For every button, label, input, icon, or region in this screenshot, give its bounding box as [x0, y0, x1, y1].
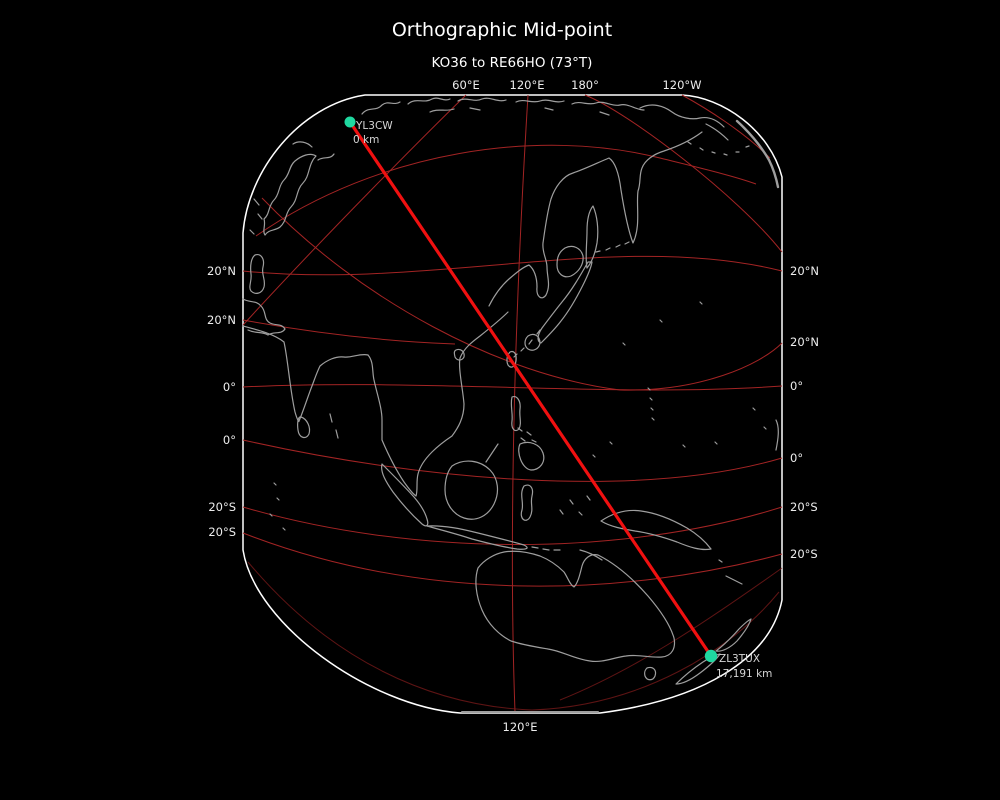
- tick-right-20S-b: 20°S: [790, 547, 818, 561]
- great-circle-line: [348, 120, 713, 658]
- station-labels: YL3CW 0 km ZL3TUX 17,191 km: [353, 120, 772, 680]
- graticule: [242, 94, 783, 713]
- tick-left-20N-a: 20°N: [207, 264, 236, 278]
- meridian-120W: [681, 94, 771, 159]
- parallel-20S-b: [242, 532, 783, 587]
- parallel-60N: [255, 144, 757, 237]
- coastline-new-zealand: [675, 559, 752, 685]
- gridline-labels-top: 60°E 120°E 180° 120°W: [452, 78, 701, 92]
- coastline-taiwan-hainan: [453, 348, 517, 368]
- gridline-labels-right: 20°N 20°N 0° 0° 20°S 20°S: [790, 264, 819, 561]
- coastline-philippines: [485, 396, 545, 471]
- coastlines: [242, 97, 780, 713]
- start-distance-label: 0 km: [353, 134, 379, 146]
- tick-right-20S-a: 20°S: [790, 500, 818, 514]
- coastline-pacific-islands: [592, 301, 779, 458]
- meridian-60E: [242, 94, 467, 326]
- coastline-sulawesi: [520, 484, 534, 521]
- graticule-limb: [247, 561, 783, 711]
- tick-left-0-b: 0°: [223, 433, 236, 447]
- map-boundary: [242, 94, 783, 714]
- parallel-0-b: [242, 439, 783, 482]
- meridian-180: [584, 94, 783, 253]
- coastline-new-guinea: [600, 509, 712, 551]
- tick-left-20S-b: 20°S: [208, 525, 236, 539]
- tick-bottom-120E: 120°E: [503, 720, 538, 734]
- tick-right-0-a: 0°: [790, 379, 803, 393]
- tick-top-180: 180°: [571, 78, 599, 92]
- parallel-20S-a: [242, 506, 783, 545]
- coastline-scandinavia: [249, 141, 335, 236]
- end-callsign-label: ZL3TUX: [719, 653, 760, 665]
- parallel-20N-b: [261, 197, 783, 391]
- coastline-sakhalin: [585, 205, 599, 269]
- map-subtitle: KO36 to RE66HO (73°T): [432, 55, 593, 71]
- coastline-borneo: [444, 460, 499, 520]
- coastline-china-korea: [488, 131, 703, 307]
- tick-right-0-b: 0°: [790, 451, 803, 465]
- tick-right-20N-b: 20°N: [790, 335, 819, 349]
- coastline-india: [242, 325, 369, 423]
- coastline-arctic: [361, 97, 645, 116]
- tick-top-60E: 60°E: [452, 78, 480, 92]
- coastline-maldives-dots: [269, 413, 339, 531]
- end-marker: [704, 649, 718, 663]
- parallel-limb-nz: [559, 567, 783, 701]
- tick-top-120W: 120°W: [662, 78, 701, 92]
- endpoint-markers: [344, 116, 718, 663]
- tick-top-120E: 120°E: [510, 78, 545, 92]
- end-distance-label: 17,191 km: [716, 668, 772, 680]
- coastline-sri-lanka: [297, 416, 311, 439]
- coastline-java-sunda: [426, 495, 603, 561]
- coastline-burma-malay-vietnam-china: [367, 311, 509, 497]
- coastline-america-limb: [735, 119, 780, 189]
- coastline-caspian-sea: [249, 254, 266, 294]
- coastline-sumatra: [381, 463, 429, 527]
- tick-left-20S-a: 20°S: [208, 500, 236, 514]
- start-callsign-label: YL3CW: [355, 120, 393, 132]
- gridline-labels-bottom: 120°E: [503, 720, 538, 734]
- meridian-120E: [511, 94, 529, 713]
- tick-right-20N-a: 20°N: [790, 264, 819, 278]
- coastline-arabia-persia: [242, 298, 286, 336]
- coastline-alaska-bering: [639, 104, 750, 156]
- gridline-labels-left: 20°N 20°N 0° 0° 20°S 20°S: [207, 264, 236, 539]
- coastline-japan: [513, 241, 630, 358]
- parallel-limb-south: [247, 561, 780, 711]
- start-marker: [344, 116, 356, 128]
- tick-left-0-a: 0°: [223, 380, 236, 394]
- page-title: Orthographic Mid-point: [392, 19, 612, 41]
- parallel-20N-c: [242, 319, 456, 345]
- tick-left-20N-b: 20°N: [207, 313, 236, 327]
- parallel-0-a: [242, 384, 783, 391]
- parallel-20N-a: [242, 255, 783, 276]
- coastline-australia: [475, 550, 676, 681]
